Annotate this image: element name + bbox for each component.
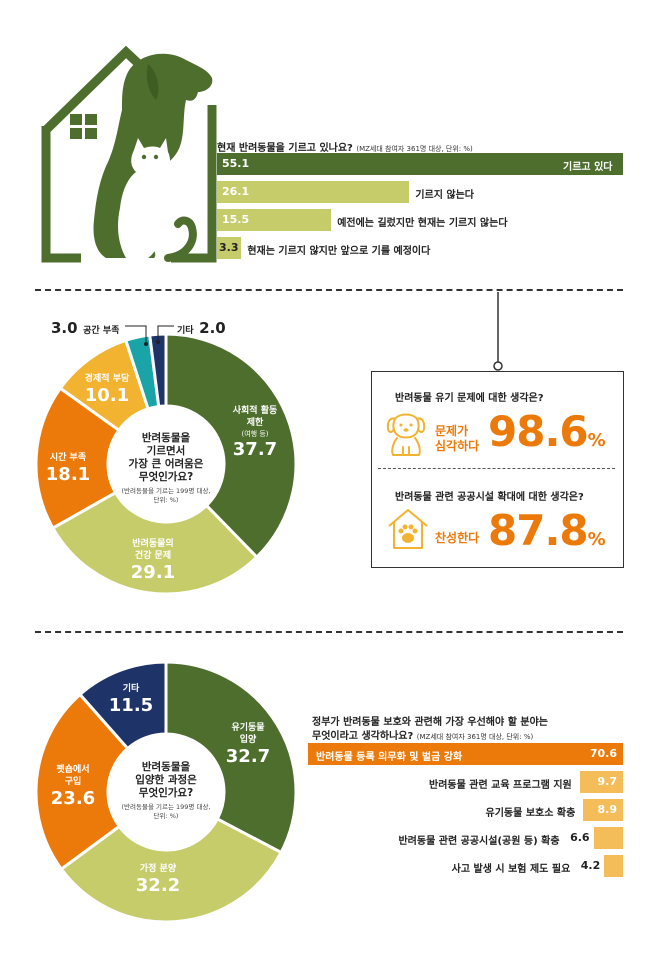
chart3-title-l3: 무엇인가요? bbox=[138, 787, 194, 799]
chart3-title-l2: 입양한 과정은 bbox=[135, 774, 197, 786]
chart2-label-etc: 기타 bbox=[177, 326, 194, 336]
highlight-divider bbox=[378, 468, 615, 469]
chart2-value-time: 18.1 bbox=[45, 464, 91, 485]
chart3-note: (반려동물을 기르는 199명 대상, 단위: %) bbox=[121, 803, 211, 820]
house-paw-icon bbox=[388, 509, 428, 549]
chart1-value-1: 26.1 bbox=[222, 185, 250, 198]
highlight-q2: 반려동물 관련 공공시설 확대에 대한 생각은? bbox=[395, 492, 584, 503]
chart4-label-2: 유기동물 보호소 확충 bbox=[485, 808, 576, 819]
chart3-label-etc: 기타 11.5 bbox=[101, 683, 161, 717]
chart3-value-home: 32.2 bbox=[135, 875, 181, 896]
chart4-bar-1 bbox=[579, 771, 623, 793]
chart2-value-economy: 10.1 bbox=[84, 385, 130, 406]
chart2-title-l3: 가장 큰 어려움은 bbox=[128, 458, 204, 470]
divider-2 bbox=[35, 631, 623, 633]
chart3-title-l1: 반려동물을 bbox=[141, 761, 191, 773]
chart2-slice-5 bbox=[148, 333, 168, 409]
chart2-value-space: 3.0 bbox=[51, 319, 78, 337]
highlight-box bbox=[371, 371, 624, 568]
chart1-label-3: 현재는 기르지 않지만 앞으로 기를 예정이다 bbox=[247, 246, 431, 257]
chart3-donut bbox=[35, 661, 297, 923]
chart2-center-title: 반려동물을 기르면서 가장 큰 어려움은 무엇인가요? (반려동물을 기르는 1… bbox=[110, 432, 222, 505]
chart3-slice-0 bbox=[164, 661, 297, 855]
highlight-q1: 반려동물 유기 문제에 대한 생각은? bbox=[395, 393, 544, 404]
chart1-bar-0 bbox=[217, 153, 623, 175]
chart2-value-social: 37.7 bbox=[232, 439, 278, 460]
chart3-label-shelter: 유기동물 입양 32.7 bbox=[218, 722, 278, 768]
chart4-value-0: 70.6 bbox=[589, 747, 617, 760]
chart3-slice-2 bbox=[35, 692, 130, 872]
chart2-label-health: 반려동물의 건강 문제 29.1 bbox=[108, 538, 198, 584]
highlight-q1-sub: 문제가 심각하다 bbox=[435, 424, 480, 453]
chart3-label-petshop: 펫숍에서 구입 23.6 bbox=[43, 764, 103, 810]
chart2-label-space: 공간 부족 bbox=[83, 326, 120, 336]
chart2-slice-0 bbox=[164, 333, 297, 560]
chart2-title-l1: 반려동물을 bbox=[141, 432, 191, 444]
chart4-label-1: 반려동물 관련 교육 프로그램 지원 bbox=[429, 780, 572, 791]
highlight-q2-value: 87.8% bbox=[488, 506, 606, 555]
chart4-bar-2 bbox=[583, 799, 623, 821]
chart1-label-0: 기르고 있다 bbox=[563, 162, 613, 173]
chart4-value-3: 6.6 bbox=[570, 831, 590, 844]
chart4-label-0: 반려동물 등록 의무화 및 벌금 강화 bbox=[316, 752, 463, 763]
chart4-bar-0 bbox=[308, 743, 623, 765]
chart2-slice-2 bbox=[35, 386, 121, 531]
chart3-slice-3 bbox=[77, 661, 168, 751]
divider-1 bbox=[35, 289, 623, 291]
chart1-value-2: 15.5 bbox=[222, 213, 250, 226]
connector-line bbox=[493, 292, 503, 371]
chart1-note: (MZ세대 참여자 361명 대상, 단위: %) bbox=[356, 145, 473, 153]
chart2-label-economy: 경제적 부담 10.1 bbox=[77, 373, 137, 407]
chart2-callout-space: 3.0 공간 부족 bbox=[51, 318, 119, 337]
chart4-title: 정부가 반려동물 보호와 관련해 가장 우선해야 할 분야는 무엇이라고 생각하… bbox=[312, 717, 548, 742]
chart4-value-2: 8.9 bbox=[597, 803, 618, 816]
chart2-callout-lines bbox=[125, 325, 174, 346]
highlight-q2-sub: 찬성한다 bbox=[435, 531, 480, 545]
chart4-label-3: 반려동물 관련 공공시설(공원 등) 확충 bbox=[398, 836, 560, 847]
puppy-icon bbox=[386, 413, 426, 456]
chart1-title: 현재 반려동물을 기르고 있나요? (MZ세대 참여자 361명 대상, 단위:… bbox=[217, 143, 473, 154]
chart4-value-1: 9.7 bbox=[597, 775, 618, 788]
chart1-bar-2 bbox=[217, 209, 332, 231]
chart1-value-0: 55.1 bbox=[222, 157, 250, 170]
chart4-bar-4 bbox=[604, 855, 623, 877]
chart3-slice-1 bbox=[59, 816, 284, 923]
chart1-value-3: 3.3 bbox=[219, 241, 239, 254]
chart2-slice-1 bbox=[50, 490, 259, 595]
chart3-label-home: 가정 분양 32.2 bbox=[118, 863, 198, 897]
chart4-note: (MZ세대 참여자 361명 대상, 단위: %) bbox=[416, 733, 534, 741]
chart3-value-petshop: 23.6 bbox=[50, 788, 96, 809]
chart4-value-4: 4.2 bbox=[580, 859, 601, 872]
chart1-bar-3 bbox=[217, 237, 242, 259]
chart2-donut bbox=[35, 333, 297, 595]
chart1-label-2: 예전에는 길렀지만 현재는 기르지 않는다 bbox=[337, 218, 508, 229]
chart2-label-social: 사회적 활동 제한 (여행 등) 37.7 bbox=[225, 405, 285, 461]
chart3-value-etc: 11.5 bbox=[108, 695, 154, 716]
chart2-title-l2: 기르면서 bbox=[146, 445, 186, 457]
chart2-title-l4: 무엇인가요? bbox=[138, 471, 194, 483]
chart1-bar-1 bbox=[217, 181, 410, 203]
chart4-bar-3 bbox=[593, 827, 623, 849]
house-dog-cat-logo bbox=[41, 45, 217, 263]
chart2-callout-etc: 기타 2.0 bbox=[177, 318, 226, 337]
chart3-center-title: 반려동물을 입양한 과정은 무엇인가요? (반려동물을 기르는 199명 대상,… bbox=[110, 761, 222, 821]
highlight-q1-value: 98.6% bbox=[488, 407, 606, 456]
chart2-value-etc: 2.0 bbox=[199, 319, 226, 337]
chart2-value-health: 29.1 bbox=[130, 562, 176, 583]
chart2-label-time: 시간 부족 18.1 bbox=[38, 452, 98, 486]
chart4-label-4: 사고 발생 시 보험 제도 필요 bbox=[451, 864, 571, 875]
chart3-value-shelter: 32.7 bbox=[225, 746, 271, 767]
chart2-note: (반려동물을 기르는 199명 대상, 단위: %) bbox=[121, 487, 211, 504]
chart1-label-1: 기르지 않는다 bbox=[415, 190, 474, 201]
